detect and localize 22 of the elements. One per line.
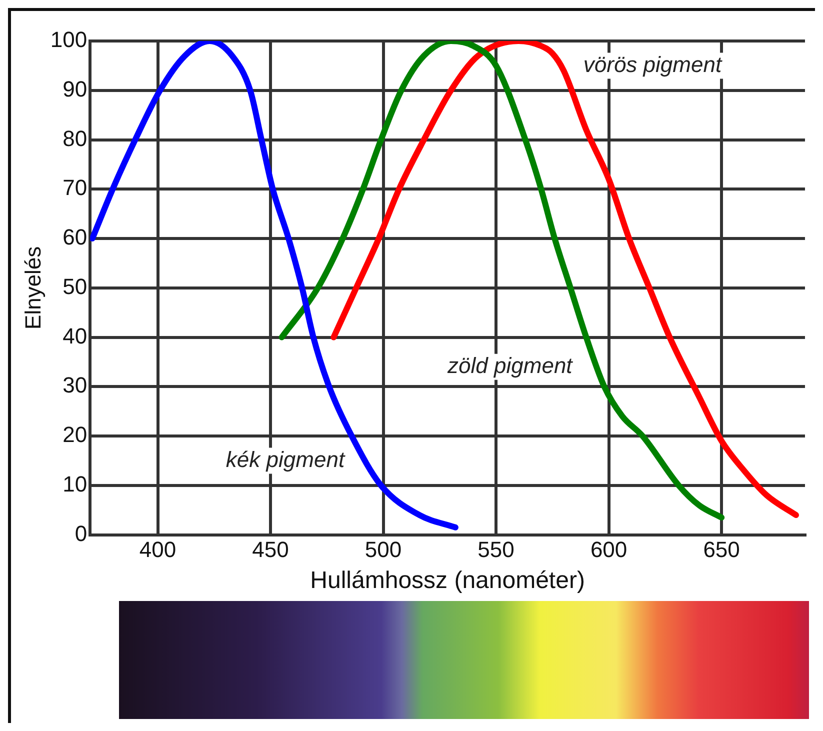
y-tick-label: 20	[62, 422, 88, 448]
y-tick-label: 90	[62, 76, 88, 102]
series-label: kék pigment	[226, 446, 346, 472]
x-tick-label: 650	[703, 537, 740, 562]
series-label: zöld pigment	[446, 353, 574, 378]
y-tick-label: 40	[62, 323, 88, 348]
y-tick-label: 10	[62, 471, 88, 496]
x-tick-label: 550	[478, 537, 514, 562]
y-tick-label: 80	[62, 126, 88, 151]
y-tick-label: 50	[62, 274, 88, 299]
y-axis-title: Elnyelés	[20, 246, 46, 330]
y-tick-label: 60	[62, 224, 88, 250]
y-tick-label: 70	[62, 175, 88, 200]
y-tick-label: 0	[74, 520, 88, 546]
x-tick-label: 500	[364, 537, 402, 562]
y-tick-label: 100	[50, 27, 88, 52]
y-tick-label: 30	[62, 372, 88, 398]
x-tick-label: 400	[139, 537, 176, 562]
series-label: vörös pigment	[583, 52, 722, 77]
x-tick-label: 600	[590, 537, 628, 562]
x-axis-title: Hullámhossz (nanométer)	[310, 567, 585, 594]
x-tick-label: 450	[252, 537, 289, 562]
